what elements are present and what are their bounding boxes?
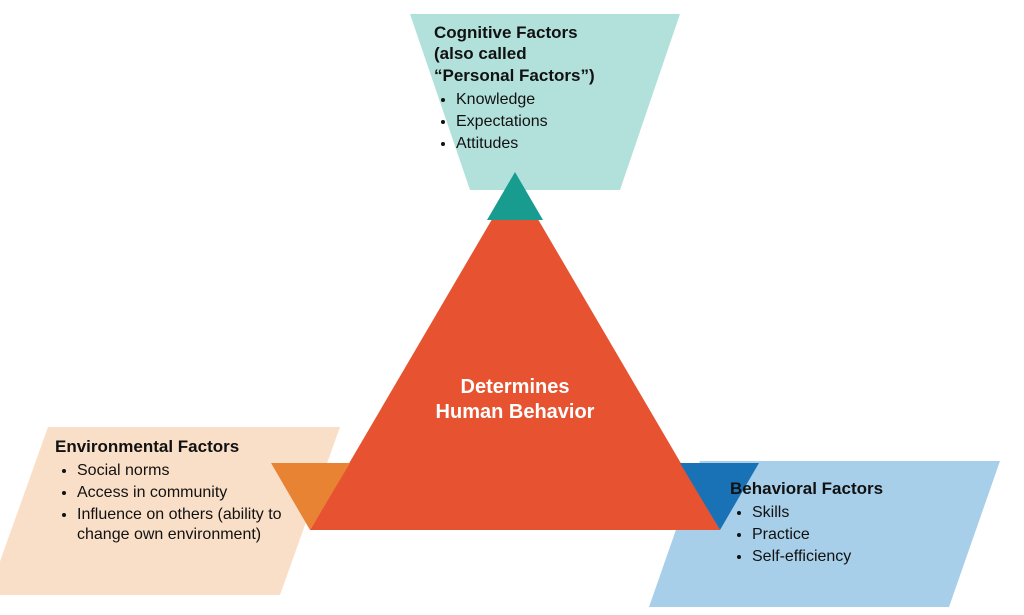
behavioral-bullet: Self-efficiency — [752, 547, 960, 567]
behavioral-title: Behavioral Factors — [730, 478, 960, 499]
center-triangle — [310, 180, 720, 530]
environmental-title: Environmental Factors — [55, 436, 315, 457]
center-label-line2: Human Behavior — [380, 400, 650, 425]
cognitive-title-line2: (also called — [434, 43, 664, 64]
behavioral-text: Behavioral Factors Skills Practice Self-… — [730, 478, 960, 569]
cognitive-title-line1: Cognitive Factors — [434, 22, 664, 43]
behavioral-bullet: Skills — [752, 503, 960, 523]
cognitive-text: Cognitive Factors (also called “Personal… — [434, 22, 664, 156]
behavioral-bullets: Skills Practice Self-efficiency — [730, 503, 960, 567]
center-label-line1: Determines — [380, 375, 650, 400]
environmental-text: Environmental Factors Social norms Acces… — [55, 436, 315, 547]
environmental-bullet: Access in community — [77, 483, 315, 503]
cognitive-bullet: Expectations — [456, 112, 664, 132]
environmental-bullet: Social norms — [77, 461, 315, 481]
environmental-bullet: Influence on others (ability to change o… — [77, 505, 315, 545]
behavioral-bullet: Practice — [752, 525, 960, 545]
cognitive-bullet: Attitudes — [456, 134, 664, 154]
cognitive-title-line3: “Personal Factors”) — [434, 65, 664, 86]
diagram-stage: Determines Human Behavior Cognitive Fact… — [0, 0, 1024, 615]
cognitive-bullet: Knowledge — [456, 90, 664, 110]
cognitive-bullets: Knowledge Expectations Attitudes — [434, 90, 664, 154]
center-label: Determines Human Behavior — [380, 375, 650, 425]
environmental-bullets: Social norms Access in community Influen… — [55, 461, 315, 545]
